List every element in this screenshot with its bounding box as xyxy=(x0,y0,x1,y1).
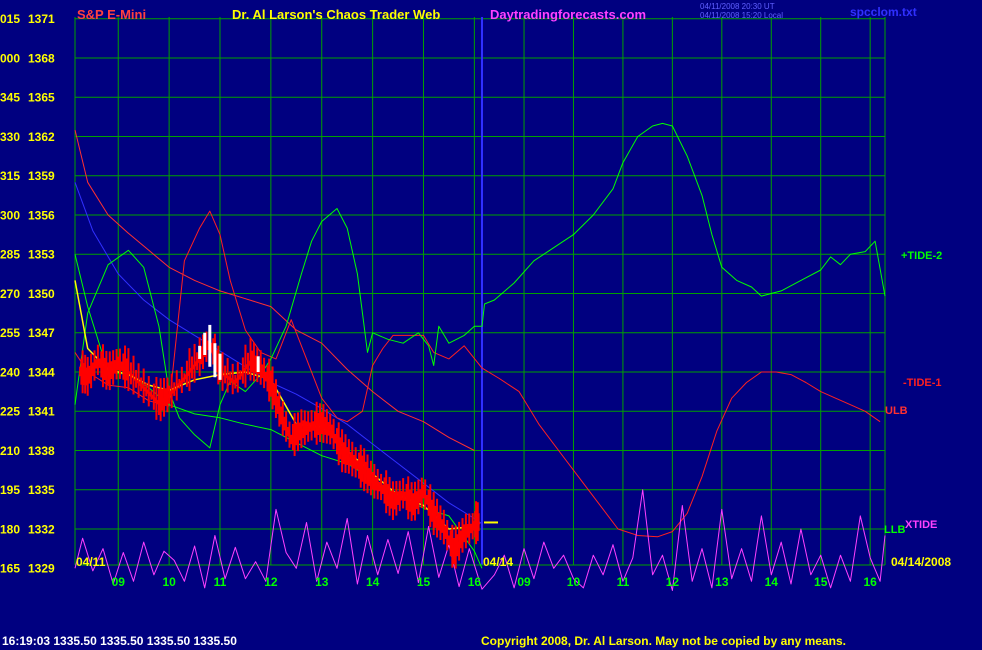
x-tick-label: 14 xyxy=(765,575,779,589)
x-tick-label: 15 xyxy=(814,575,828,589)
price-ticks xyxy=(79,324,480,569)
x-tick-label: 09 xyxy=(112,575,126,589)
series-xtide xyxy=(74,489,886,591)
y-tick-price: 1353 xyxy=(28,248,55,262)
y-tick-left: 285 xyxy=(0,248,20,262)
quote-readout: 16:19:03 1335.50 1335.50 1335.50 1335.50 xyxy=(2,634,237,648)
y-tick-price: 1368 xyxy=(28,51,55,65)
y-tick-left: 195 xyxy=(0,483,20,497)
y-tick-price: 1362 xyxy=(28,130,55,144)
y-tick-left: 255 xyxy=(0,326,20,340)
y-tick-price: 1359 xyxy=(28,169,55,183)
y-tick-price: 1332 xyxy=(28,522,55,536)
y-tick-left: 225 xyxy=(0,405,20,419)
date-label-forecast: 04/14 xyxy=(483,555,513,569)
x-tick-label: 10 xyxy=(162,575,176,589)
y-tick-left: 270 xyxy=(0,287,20,301)
x-tick-label: 12 xyxy=(666,575,680,589)
label-tide-2: +TIDE-2 xyxy=(901,250,942,262)
y-tick-price: 1347 xyxy=(28,326,55,340)
date-label-start: 04/11 xyxy=(76,555,106,569)
y-tick-price: 1335 xyxy=(28,483,55,497)
x-tick-label: 16 xyxy=(863,575,877,589)
y-tick-price: 1365 xyxy=(28,91,55,105)
date-label-end: 04/14/2008 xyxy=(891,555,951,569)
x-tick-label: 12 xyxy=(264,575,278,589)
series-ulb xyxy=(74,129,475,451)
x-tick-label: 16 xyxy=(468,575,482,589)
chart-title: Dr. Al Larson's Chaos Trader Web xyxy=(232,7,440,22)
y-tick-price: 1350 xyxy=(28,287,55,301)
y-tick-left: 240 xyxy=(0,365,20,379)
series-layer xyxy=(74,122,886,591)
series-tide-2 xyxy=(74,122,886,449)
x-tick-label: 15 xyxy=(417,575,431,589)
y-tick-left: 330 xyxy=(0,130,20,144)
y-tick-price: 1356 xyxy=(28,208,55,222)
x-tick-label: 13 xyxy=(315,575,329,589)
x-tick-label: 11 xyxy=(617,575,630,589)
copyright-notice: Copyright 2008, Dr. Al Larson. May not b… xyxy=(481,634,846,648)
series-tide-1 xyxy=(74,210,881,538)
x-tick-label: 10 xyxy=(567,575,581,589)
y-tick-left: 180 xyxy=(0,522,20,536)
x-tick-label: 13 xyxy=(715,575,729,589)
label-llb: LLB xyxy=(884,524,905,536)
label-ulb: ULB xyxy=(885,405,908,417)
y-tick-left: 000 xyxy=(0,51,20,65)
y-tick-left: 210 xyxy=(0,444,20,458)
instrument-title: S&P E-Mini xyxy=(77,7,146,22)
x-tick-label: 11 xyxy=(214,575,227,589)
y-tick-left: 315 xyxy=(0,169,20,183)
y-tick-price: 1341 xyxy=(28,405,55,419)
series-blue-curve xyxy=(74,182,483,525)
timestamp-ut: 04/11/2008 20:30 UT xyxy=(700,2,775,11)
y-tick-left: 165 xyxy=(0,562,20,576)
y-tick-left: 345 xyxy=(0,91,20,105)
timestamp-local: 04/11/2008 15:20 Local xyxy=(700,11,783,20)
x-tick-label: 09 xyxy=(517,575,531,589)
y-tick-price: 1338 xyxy=(28,444,55,458)
y-tick-price: 1371 xyxy=(28,12,55,26)
x-tick-label: 14 xyxy=(366,575,380,589)
site-name: Daytradingforecasts.com xyxy=(490,7,646,22)
tick-labels: 015 1371 000 1368 345 1365 330 1362 315 1359 300 13… xyxy=(0,12,877,589)
data-file-name: spcclom.txt xyxy=(850,5,917,19)
label-tide-1: -TIDE-1 xyxy=(903,377,942,389)
y-tick-price: 1344 xyxy=(28,365,55,379)
label-xtide: XTIDE xyxy=(905,519,937,531)
y-tick-left: 015 xyxy=(0,12,20,26)
y-tick-left: 300 xyxy=(0,208,20,222)
y-tick-price: 1329 xyxy=(28,562,55,576)
